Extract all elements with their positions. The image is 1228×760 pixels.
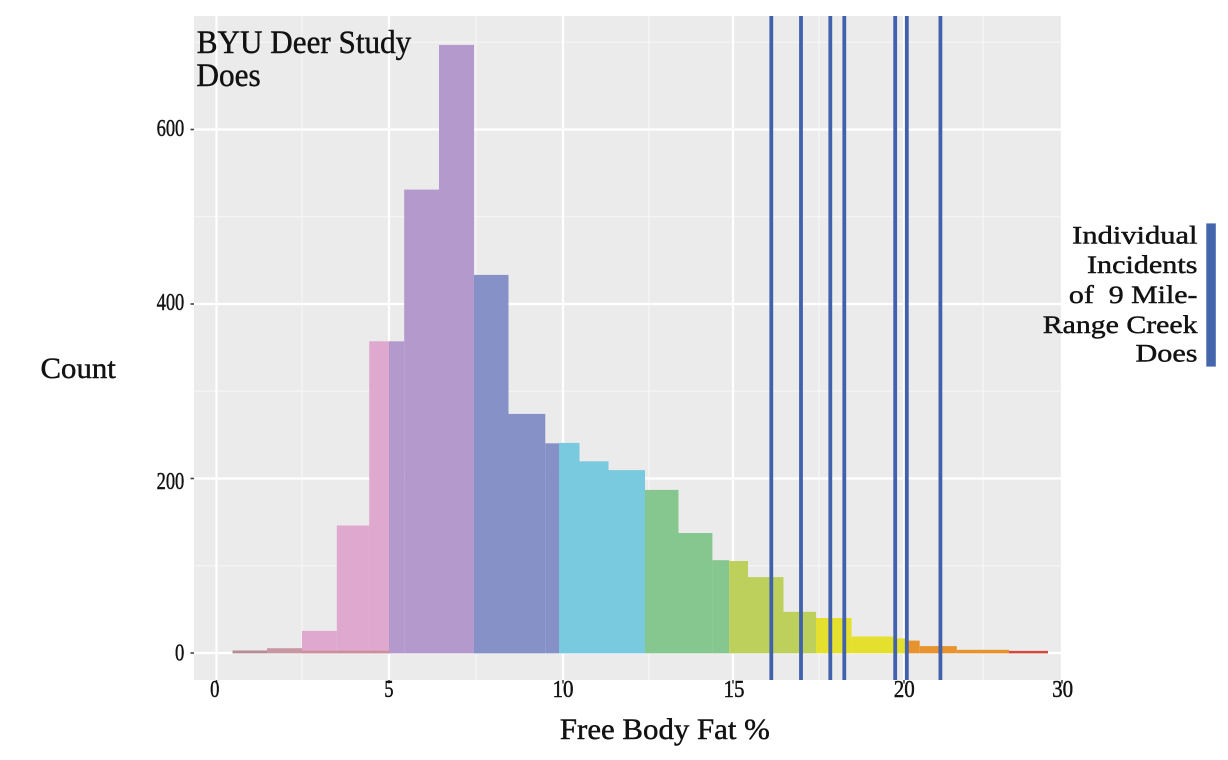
svg-text:BYU Deer Study: BYU Deer Study xyxy=(197,25,412,61)
svg-text:Range Creek: Range Creek xyxy=(1043,310,1198,339)
svg-text:Does: Does xyxy=(196,58,260,94)
svg-text:20: 20 xyxy=(894,677,915,703)
svg-text:400: 400 xyxy=(157,290,185,316)
svg-text:0: 0 xyxy=(175,641,184,667)
svg-text:5: 5 xyxy=(384,677,393,703)
svg-text:10: 10 xyxy=(553,677,574,703)
svg-text:Count: Count xyxy=(41,353,117,385)
svg-text:Incidents: Incidents xyxy=(1087,250,1198,279)
svg-text:600: 600 xyxy=(157,116,185,142)
svg-text:0: 0 xyxy=(210,677,219,703)
svg-text:200: 200 xyxy=(157,469,185,495)
svg-text:30: 30 xyxy=(1052,677,1073,703)
svg-text:Does: Does xyxy=(1136,338,1198,367)
svg-text:Individual: Individual xyxy=(1072,220,1197,249)
svg-text:Free Body Fat %: Free Body Fat % xyxy=(560,714,770,746)
svg-text:15: 15 xyxy=(724,677,745,703)
svg-text:of 9 Mile-: of 9 Mile- xyxy=(1069,280,1198,309)
